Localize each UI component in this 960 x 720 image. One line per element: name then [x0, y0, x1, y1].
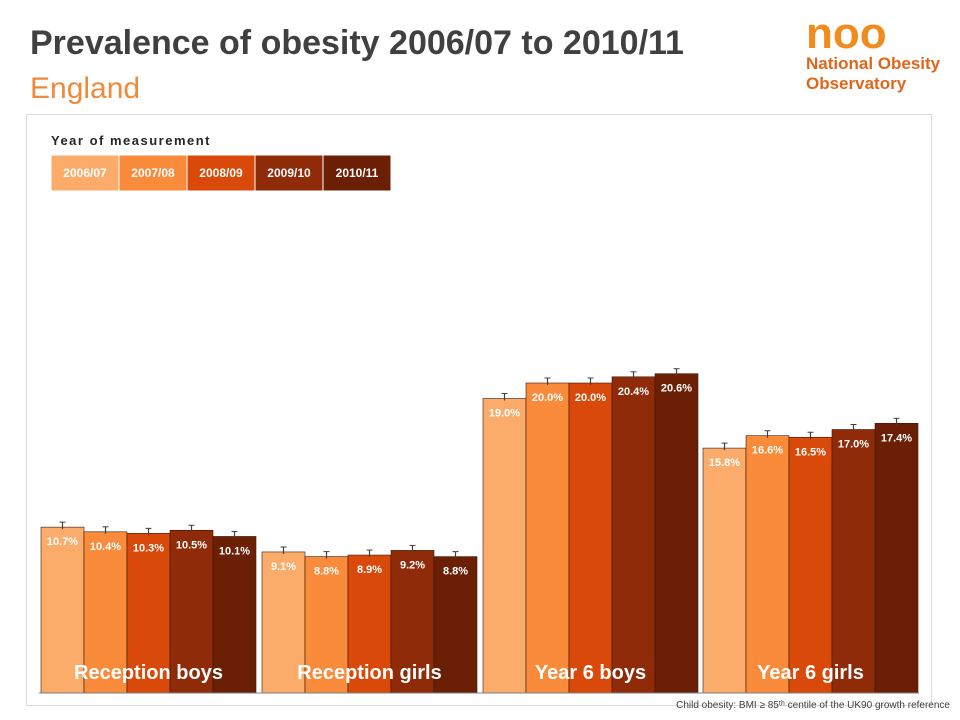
bar-4-5 [874, 422, 919, 694]
category-label-2: Reception girls [297, 662, 441, 684]
bar-1-2 [83, 531, 128, 694]
data-label-3-3: 20.0% [575, 392, 606, 404]
legend-swatch-2 [118, 154, 188, 192]
logo-line-1: National Obesity [806, 54, 941, 73]
logo-mark: noo [806, 9, 887, 58]
bar-4-1 [702, 447, 747, 694]
bar-3-3 [568, 382, 613, 694]
data-label-2-4: 9.2% [400, 559, 425, 571]
legend-label-3: 2008/09 [199, 166, 243, 180]
data-label-1-1: 10.7% [47, 536, 78, 548]
legend-swatch-3 [186, 154, 256, 192]
footnote: Child obesity: BMI ≥ 85ᵗʰ centile of the… [676, 700, 950, 711]
obesity-bar-chart: Year of measurement 2006/07 2007/08 2008/09… [39, 133, 919, 694]
legend-label-4: 2009/10 [267, 166, 311, 180]
data-label-4-1: 15.8% [709, 457, 740, 469]
data-label-4-5: 17.4% [881, 432, 912, 444]
data-label-1-2: 10.4% [90, 541, 121, 553]
bar-2-4 [390, 550, 435, 694]
noo-logo: noo National Obesity Observatory [806, 9, 956, 94]
legend-title: Year of measurement [51, 133, 211, 148]
bar-2-1 [261, 551, 306, 694]
data-label-2-1: 9.1% [271, 561, 296, 573]
data-label-3-5: 20.6% [661, 383, 692, 395]
bar-1-1 [40, 526, 85, 694]
data-label-3-2: 20.0% [532, 392, 563, 404]
data-label-2-5: 8.8% [443, 566, 468, 578]
bar-4-2 [745, 435, 790, 694]
data-label-4-3: 16.5% [795, 446, 826, 458]
legend-swatch-1 [50, 154, 120, 192]
legend-label-2: 2007/08 [131, 166, 175, 180]
bar-1-5 [212, 536, 257, 694]
logo-line-2: Observatory [806, 74, 907, 93]
data-label-2-2: 8.8% [314, 566, 339, 578]
data-label-1-3: 10.3% [133, 542, 164, 554]
bar-3-1 [482, 398, 527, 694]
category-label-1: Reception boys [74, 662, 223, 684]
data-label-3-1: 19.0% [489, 408, 520, 420]
bar-2-5 [433, 556, 478, 694]
data-label-4-4: 17.0% [838, 439, 869, 451]
category-label-4: Year 6 girls [757, 662, 864, 684]
page-title: Prevalence of obesity 2006/07 to 2010/11 [30, 24, 684, 62]
legend-label-1: 2006/07 [63, 166, 107, 180]
data-label-3-4: 20.4% [618, 386, 649, 398]
data-label-2-3: 8.9% [357, 564, 382, 576]
legend-label-5: 2010/11 [336, 166, 379, 180]
data-label-1-5: 10.1% [219, 545, 250, 557]
page-subtitle: England [30, 72, 141, 105]
bar-3-4 [611, 376, 656, 694]
chart-frame: Year of measurement 2006/07 2007/08 2008/09… [26, 114, 932, 706]
bar-2-2 [304, 556, 349, 694]
bar-4-3 [788, 436, 833, 694]
data-label-4-2: 16.6% [752, 445, 783, 457]
category-label-3: Year 6 boys [535, 662, 646, 684]
data-label-1-4: 10.5% [176, 539, 207, 551]
bar-3-5 [654, 373, 699, 694]
legend-swatch-5 [322, 154, 392, 192]
bar-4-4 [831, 429, 876, 694]
bar-3-2 [525, 382, 570, 694]
